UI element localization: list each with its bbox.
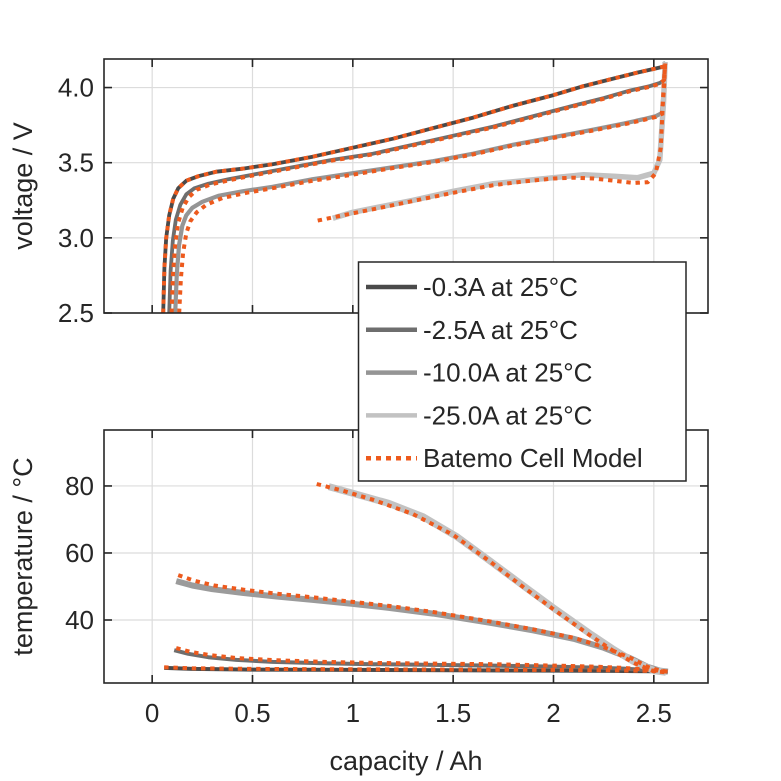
x-tick-label: 0 bbox=[145, 698, 159, 728]
temperature-plot: 40 60 80 0 0.5 1 1.5 2 2.5 temperature / °C capaci… bbox=[8, 429, 709, 776]
x-tick-label: 2.5 bbox=[636, 698, 672, 728]
y-axis-label: temperature / °C bbox=[8, 457, 38, 655]
legend-entry-label: Batemo Cell Model bbox=[423, 443, 643, 473]
y-axis-label: voltage / V bbox=[8, 122, 38, 250]
x-tick-label: 0.5 bbox=[234, 698, 270, 728]
legend-entry-label: -0.3A at 25°C bbox=[423, 272, 578, 302]
x-tick-label: 1.5 bbox=[435, 698, 471, 728]
y-tick-label: 2.5 bbox=[58, 298, 94, 328]
model-line-temperature bbox=[164, 665, 668, 674]
legend-entry: -2.5A at 25°C bbox=[366, 315, 578, 345]
voltage-series-group bbox=[161, 61, 668, 314]
model-line-voltage bbox=[169, 63, 668, 314]
legend-entry-label: -25.0A at 25°C bbox=[423, 400, 592, 430]
legend-entry: Batemo Cell Model bbox=[366, 443, 643, 473]
model-line-temperature bbox=[316, 482, 667, 675]
legend-entry: -0.3A at 25°C bbox=[366, 272, 578, 302]
y-tick-label: 40 bbox=[65, 605, 94, 635]
temperature-grid bbox=[104, 430, 708, 683]
y-tick-label: 3.5 bbox=[58, 148, 94, 178]
model-line-voltage bbox=[177, 63, 668, 314]
model-line-temperature bbox=[177, 573, 669, 674]
legend-entry-label: -10.0A at 25°C bbox=[423, 358, 592, 388]
model-line-temperature bbox=[175, 646, 669, 674]
legend-entry-label: -2.5A at 25°C bbox=[423, 315, 578, 345]
x-tick-label: 1 bbox=[346, 698, 360, 728]
model-line-voltage bbox=[317, 61, 668, 223]
y-tick-label: 60 bbox=[65, 538, 94, 568]
y-tick-label: 4.0 bbox=[58, 73, 94, 103]
legend-entry: -25.0A at 25°C bbox=[366, 400, 592, 430]
model-line-voltage bbox=[161, 61, 668, 314]
x-tick-label: 2 bbox=[546, 698, 560, 728]
x-axis-label: capacity / Ah bbox=[329, 746, 482, 776]
temperature-series-group bbox=[164, 482, 669, 676]
legend: -0.3A at 25°C -2.5A at 25°C -10.0A at 25°C… bbox=[357, 261, 687, 482]
y-tick-label: 80 bbox=[65, 471, 94, 501]
y-tick-label: 3.0 bbox=[58, 223, 94, 253]
legend-entry: -10.0A at 25°C bbox=[366, 358, 592, 388]
